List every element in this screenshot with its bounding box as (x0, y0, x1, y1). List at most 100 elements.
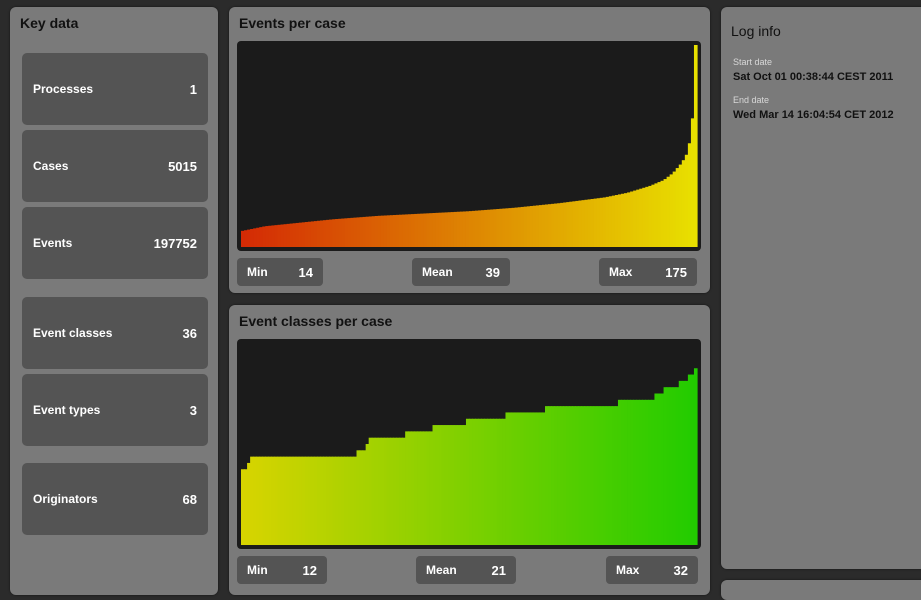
distribution-bar (265, 456, 269, 546)
distribution-bar (678, 380, 683, 546)
distribution-bar (307, 221, 312, 247)
distribution-bar (578, 406, 583, 546)
start-date-label: Start date (733, 57, 773, 67)
distribution-bar (475, 418, 479, 545)
event-classes-per-case-title: Event classes per case (239, 313, 393, 329)
distribution-bar (256, 456, 260, 546)
distribution-bar (244, 469, 248, 545)
distribution-bar (277, 224, 282, 247)
distribution-bar (560, 406, 564, 546)
distribution-bar (441, 425, 446, 545)
distribution-bar (444, 212, 449, 247)
distribution-bar (529, 206, 534, 247)
distribution-bar (356, 217, 361, 247)
distribution-bar (636, 399, 640, 545)
events-per-case-title: Events per case (239, 15, 346, 31)
distribution-bar (469, 418, 473, 545)
distribution-bar (411, 431, 415, 546)
distribution-bar (605, 196, 610, 247)
distribution-bar (657, 393, 662, 545)
distribution-bar (669, 174, 674, 247)
distribution-bar (317, 220, 321, 247)
distribution-bar (429, 431, 434, 546)
events-mean-value: 39 (485, 264, 500, 280)
cases-value: 5015 (168, 158, 197, 174)
distribution-bar (532, 412, 537, 545)
distribution-bar (569, 406, 573, 546)
distribution-bar (690, 118, 695, 247)
distribution-bar (359, 450, 364, 545)
event-types-value: 3 (189, 402, 197, 418)
distribution-bar (429, 213, 434, 247)
distribution-bar (514, 412, 519, 545)
distribution-bar (368, 216, 373, 247)
distribution-bar (511, 207, 516, 247)
distribution-bar (450, 425, 455, 545)
distribution-bar (423, 213, 428, 247)
event-classes-per-case-panel: Event classes per case Min 12 Mean 21 Ma… (229, 305, 710, 595)
distribution-bar (545, 406, 549, 546)
distribution-bar (277, 456, 282, 546)
distribution-bar (593, 198, 598, 247)
distribution-bar (627, 192, 631, 247)
distribution-bar (669, 387, 674, 545)
originators-label: Originators (33, 492, 98, 506)
distribution-bar (396, 437, 400, 545)
events-max-label: Max (609, 265, 633, 279)
distribution-bar (587, 406, 592, 546)
distribution-bar (326, 456, 330, 546)
distribution-bar (472, 210, 476, 247)
cases-tile[interactable]: Cases 5015 (22, 130, 208, 202)
event-types-tile[interactable]: Event types 3 (22, 374, 208, 446)
distribution-bar (672, 171, 677, 247)
distribution-bar (304, 222, 309, 247)
distribution-bar (508, 412, 513, 545)
distribution-bar (371, 216, 376, 247)
distribution-bar (414, 213, 418, 247)
events-tile[interactable]: Events 197752 (22, 207, 208, 279)
distribution-bar (566, 202, 570, 247)
distribution-bar (344, 456, 348, 546)
distribution-bar (693, 45, 698, 247)
distribution-bar (374, 216, 379, 247)
distribution-bar (621, 399, 625, 545)
distribution-bar (317, 456, 321, 546)
distribution-bar (678, 164, 683, 247)
distribution-bar (499, 208, 504, 247)
distribution-bar (453, 211, 458, 247)
distribution-bar (596, 198, 601, 247)
classes-min-stat: Min 12 (237, 556, 327, 584)
distribution-bar (301, 222, 306, 247)
distribution-bar (359, 217, 364, 247)
distribution-bar (250, 228, 254, 247)
distribution-bar (313, 221, 318, 247)
distribution-bar (459, 211, 464, 247)
distribution-bar (502, 208, 507, 247)
event-types-label: Event types (33, 403, 101, 417)
originators-tile[interactable]: Originators 68 (22, 463, 208, 535)
events-max-value: 175 (665, 264, 687, 280)
distribution-bar (329, 456, 333, 546)
distribution-bar (393, 437, 397, 545)
distribution-bar (274, 225, 279, 247)
distribution-bar (241, 230, 245, 247)
distribution-bar (548, 204, 552, 247)
distribution-bar (630, 191, 634, 247)
distribution-bar (490, 418, 494, 545)
distribution-bar (541, 412, 546, 545)
distribution-bar (675, 168, 680, 247)
distribution-bar (505, 412, 510, 545)
processes-tile[interactable]: Processes 1 (22, 53, 208, 125)
distribution-bar (417, 213, 421, 247)
distribution-bar (642, 187, 646, 247)
distribution-bar (484, 418, 488, 545)
events-mean-label: Mean (422, 265, 453, 279)
distribution-bar (393, 215, 397, 247)
distribution-bar (292, 456, 297, 546)
distribution-bar (435, 212, 440, 247)
distribution-bar (420, 213, 424, 247)
events-min-value: 14 (298, 264, 313, 280)
distribution-bar (292, 223, 297, 247)
distribution-bar (417, 431, 421, 546)
event-classes-tile[interactable]: Event classes 36 (22, 297, 208, 369)
